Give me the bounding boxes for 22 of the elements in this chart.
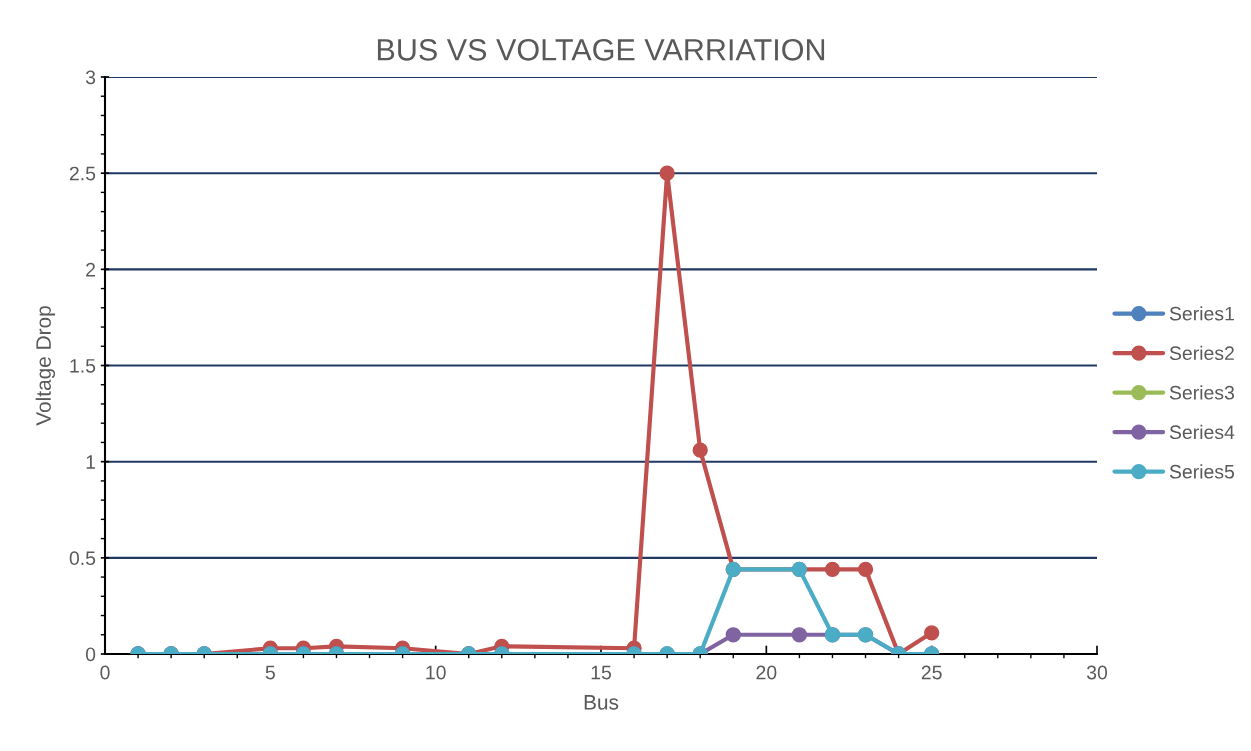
legend-label: Series4 [1169, 424, 1235, 440]
y-tick-label: 3 [85, 70, 96, 85]
x-tick-label: 10 [426, 665, 446, 680]
legend-label: Series5 [1169, 464, 1235, 479]
x-tick-label: 25 [921, 665, 942, 680]
x-tick-label: 5 [265, 665, 275, 680]
x-axis-title: Bus [584, 695, 619, 710]
chart-title: BUS VS VOLTAGE VARRIATION [377, 39, 825, 61]
y-tick-label: 2.5 [69, 166, 96, 181]
x-tick-label: 0 [100, 665, 110, 680]
x-tick-label: 15 [591, 665, 611, 680]
legend-label: Series1 [1169, 306, 1234, 321]
y-tick-label: 0.5 [69, 551, 96, 566]
y-axis-title: Voltage Drop [35, 306, 56, 426]
x-tick-label: 20 [756, 665, 777, 680]
x-tick-label: 30 [1086, 665, 1108, 680]
y-tick-label: 1 [86, 455, 96, 469]
y-tick-label: 1.5 [70, 359, 96, 373]
y-tick-label: 2 [86, 262, 95, 277]
legend-label: Series3 [1169, 385, 1235, 400]
y-tick-label: 0 [85, 647, 96, 662]
legend-label: Series2 [1169, 345, 1234, 361]
